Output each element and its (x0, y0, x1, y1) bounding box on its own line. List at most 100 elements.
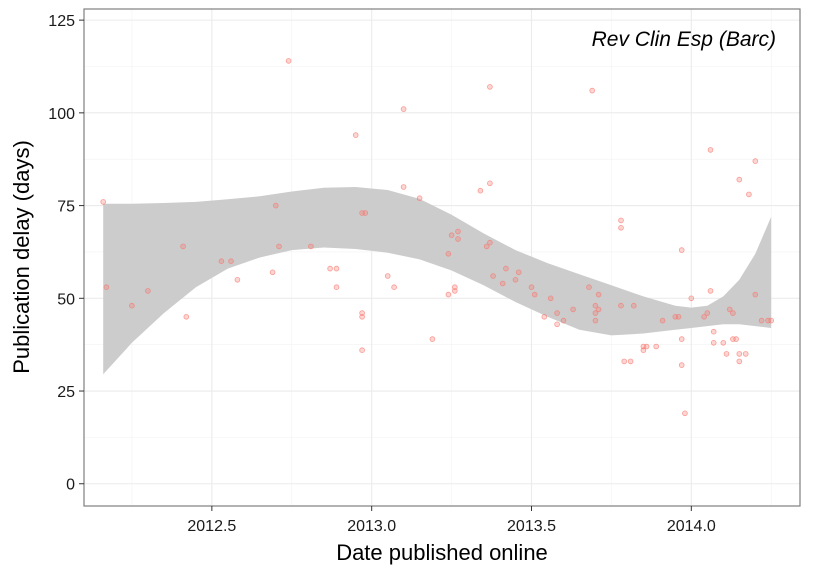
data-point (707, 288, 714, 294)
y-tick-label: 125 (48, 13, 75, 30)
data-point (455, 228, 461, 235)
data-point (678, 336, 685, 342)
data-point (477, 187, 484, 194)
data-point (592, 317, 599, 324)
data-point (554, 321, 560, 328)
data-point (752, 158, 759, 164)
data-point (736, 176, 743, 183)
data-point (218, 258, 225, 265)
chart-annotation: Rev Clin Esp (Barc) (592, 28, 776, 51)
data-point (269, 269, 276, 276)
data-point (308, 243, 314, 250)
data-points (100, 58, 774, 417)
data-point (653, 343, 659, 350)
data-point (643, 343, 650, 350)
data-point (592, 302, 599, 309)
data-point (487, 239, 493, 246)
data-point (746, 191, 752, 198)
data-point (678, 362, 685, 368)
data-point (445, 251, 452, 257)
data-point (180, 243, 186, 250)
data-point (429, 336, 436, 342)
data-point (103, 284, 110, 291)
data-point (490, 273, 496, 279)
data-point (362, 210, 369, 216)
data-point (512, 276, 519, 283)
data-point (736, 358, 743, 365)
y-tick-label: 75 (57, 199, 75, 216)
data-point (145, 288, 151, 294)
x-axis-ticks: 2012.5 2013.0 2013.5 2014.0 (187, 506, 716, 535)
data-point (570, 306, 576, 313)
data-point (595, 306, 602, 313)
data-point (675, 313, 682, 320)
data-point (560, 317, 567, 324)
data-point (627, 358, 634, 365)
y-tick-label: 0 (66, 477, 75, 494)
data-point (100, 199, 106, 205)
data-point (503, 265, 509, 272)
data-point (678, 247, 685, 253)
data-point (723, 351, 730, 357)
data-point (183, 313, 190, 320)
x-tick-label: 2013.5 (507, 518, 556, 535)
data-point (531, 291, 538, 298)
data-point (359, 347, 365, 354)
data-point (758, 317, 765, 324)
data-point (352, 132, 359, 138)
x-tick-label: 2013.0 (347, 518, 396, 535)
data-point (228, 258, 234, 265)
data-point (589, 87, 595, 94)
data-point (630, 302, 637, 309)
data-point (333, 265, 340, 272)
data-point (515, 269, 522, 276)
data-point (701, 313, 707, 320)
data-point (710, 339, 717, 346)
data-point (733, 336, 739, 342)
data-point (659, 317, 666, 324)
data-point (742, 351, 749, 357)
data-point (285, 58, 292, 64)
data-point (416, 195, 423, 202)
data-point (710, 328, 717, 335)
y-tick-label: 50 (57, 291, 75, 308)
data-point (704, 310, 711, 316)
data-point (499, 280, 506, 287)
data-point (483, 243, 490, 250)
data-point (445, 291, 452, 298)
data-point (359, 313, 365, 320)
y-axis-ticks: 0 25 50 75 100 125 (48, 13, 84, 494)
data-point (400, 184, 407, 190)
data-point (400, 106, 407, 112)
data-point (720, 339, 727, 346)
data-point (455, 236, 461, 242)
data-point (451, 284, 458, 291)
x-axis-title: Date published online (336, 540, 548, 565)
y-tick-label: 25 (57, 384, 75, 401)
confidence-band (103, 187, 772, 375)
y-tick-label: 100 (48, 106, 75, 123)
data-point (448, 232, 455, 239)
data-point (129, 302, 135, 309)
data-point (327, 265, 333, 272)
data-point (768, 317, 774, 324)
data-point (276, 243, 282, 250)
data-point (391, 284, 397, 291)
data-point (736, 351, 743, 357)
data-point (586, 284, 592, 291)
x-tick-label: 2014.0 (667, 518, 716, 535)
data-point (547, 295, 554, 302)
data-point (384, 273, 391, 279)
data-point (487, 180, 493, 187)
y-axis-title: Publication delay (days) (9, 140, 34, 374)
data-point (554, 310, 560, 316)
x-tick-label: 2012.5 (187, 518, 236, 535)
data-point (541, 313, 548, 320)
data-point (487, 84, 493, 90)
data-point (333, 284, 340, 291)
data-point (682, 410, 688, 417)
data-point (234, 276, 241, 283)
plot-border (83, 8, 801, 507)
data-point (595, 291, 602, 298)
